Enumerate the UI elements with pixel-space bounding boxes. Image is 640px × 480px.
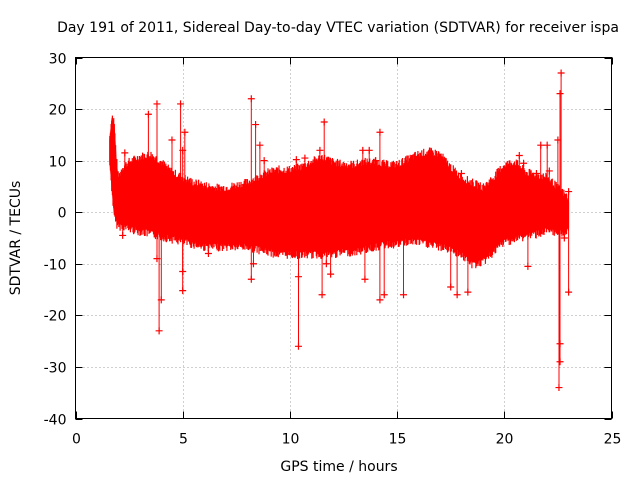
outlier-point (316, 146, 324, 154)
outlier-point (252, 121, 260, 129)
outlier-point (556, 358, 564, 366)
outlier-point (294, 342, 302, 350)
outlier-point (292, 156, 300, 164)
outlier-point (157, 296, 165, 304)
outlier-point (524, 262, 532, 270)
outlier-point (376, 296, 384, 304)
y-tick-label: -20 (44, 309, 67, 325)
outlier-point (249, 260, 257, 268)
outlier-point (247, 95, 255, 103)
outlier-point (557, 69, 565, 77)
outlier-point (144, 110, 152, 118)
outlier-point (260, 157, 268, 165)
x-axis-label: GPS time / hours (280, 459, 397, 475)
outlier-point (204, 249, 212, 257)
data-series (109, 69, 573, 392)
y-tick-label: -40 (44, 413, 67, 429)
outlier-point (153, 100, 161, 108)
x-tick-label: 15 (389, 432, 407, 448)
y-tick-label: 20 (49, 103, 67, 119)
outlier-point (168, 136, 176, 144)
outlier-point (256, 141, 264, 149)
y-tick-label: -10 (44, 258, 67, 274)
outlier-point (155, 327, 163, 335)
outlier-point (537, 141, 545, 149)
outlier-point (400, 291, 408, 299)
outlier-point (515, 151, 523, 159)
outlier-point (453, 291, 461, 299)
outlier-point (269, 239, 277, 247)
outlier-point (565, 288, 573, 296)
outlier-point (432, 170, 440, 178)
outlier-point (322, 260, 330, 268)
y-tick-label: 10 (49, 155, 67, 171)
outlier-point (376, 128, 384, 136)
outlier-point (181, 128, 189, 136)
y-axis-label: SDTVAR / TECUs (8, 181, 24, 296)
outlier-point (556, 90, 564, 98)
outlier-point (359, 146, 367, 154)
axes: 0 5 10 15 20 25 -40 -30 -20 -10 0 10 20 30 (44, 52, 622, 448)
outlier-point (555, 384, 563, 392)
outlier-point (258, 175, 266, 183)
plot-frame (75, 57, 612, 419)
outlier-point (177, 100, 185, 108)
outlier-point (380, 291, 388, 299)
outlier-point (247, 275, 255, 283)
x-tick-label: 0 (72, 432, 81, 448)
outlier-point (447, 283, 455, 291)
outlier-point (560, 234, 568, 242)
x-tick-label: 10 (282, 432, 300, 448)
outlier-point (301, 154, 309, 162)
outlier-point (565, 188, 573, 196)
x-tick-label: 5 (179, 432, 188, 448)
x-tick-label: 25 (604, 432, 622, 448)
outlier-point (372, 157, 380, 165)
y-tick-label: -30 (44, 361, 67, 377)
outlier-point (327, 270, 335, 278)
outlier-point (532, 170, 540, 178)
outlier-point (288, 249, 296, 257)
chart-title: Day 191 of 2011, Sidereal Day-to-day VTE… (57, 20, 619, 36)
outlier-point (361, 275, 369, 283)
outlier-point (543, 141, 551, 149)
outlier-point (318, 291, 326, 299)
outlier-point (179, 146, 187, 154)
outlier-point (320, 118, 328, 126)
outlier-point (457, 170, 465, 178)
outlier-point (464, 288, 472, 296)
x-tick-label: 20 (496, 432, 514, 448)
y-tick-label: 0 (58, 206, 67, 222)
outlier-point (365, 146, 373, 154)
outlier-point (502, 188, 510, 196)
outlier-point (121, 149, 129, 157)
outlier-point (179, 287, 187, 295)
outlier-point (119, 231, 127, 239)
y-tick-label: 30 (49, 52, 67, 68)
outlier-point (520, 159, 528, 167)
